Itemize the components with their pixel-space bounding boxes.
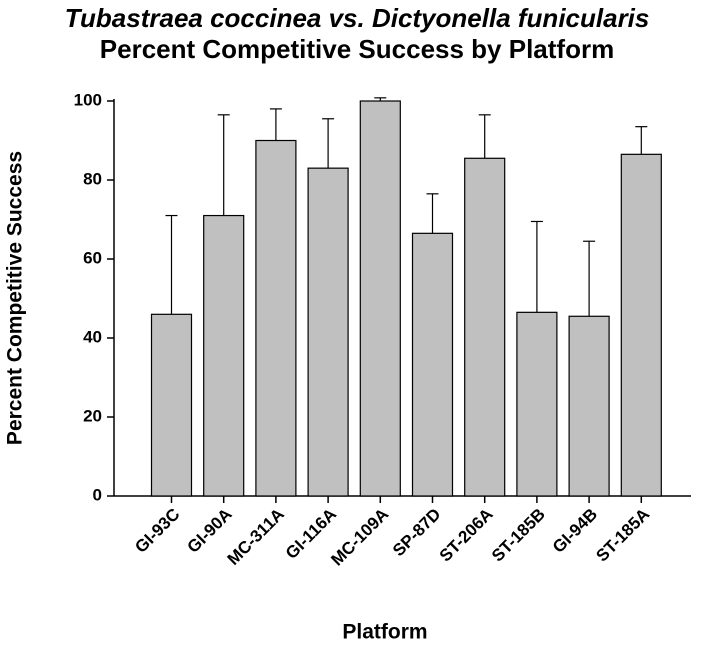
y-tick-label-100: 100 [74,90,102,109]
bar-GI-90A [203,214,245,497]
bar-MC-311A [255,139,297,497]
bar-GI-116A [307,167,349,497]
y-axis-label: Percent Competitive Success [4,151,27,445]
x-tick-label-ST-185A: ST-185A [592,505,653,566]
chart-title-line2: Percent Competitive Success by Platform [100,34,614,64]
bar-ST-206A [464,157,506,497]
y-tick-label-40: 40 [83,327,102,346]
x-axis-label: Platform [342,621,427,644]
bar-SP-87D [411,232,454,497]
y-tick-label-80: 80 [83,169,102,188]
bar-GI-94B [568,315,610,497]
y-tick-label-20: 20 [83,406,102,425]
chart-title-line1: Tubastraea coccinea vs. Dictyonella funi… [65,3,650,33]
x-tick-label-ST-206A: ST-206A [436,505,497,566]
x-tick-label-MC-311A: MC-311A [224,505,288,569]
x-tick-label-GI-94B: GI-94B [549,505,601,557]
x-tick-label-GI-90A: GI-90A [184,505,236,557]
y-tick-label-60: 60 [83,248,102,267]
bar-GI-93C [150,313,193,497]
x-tick-label-MC-109A: MC-109A [327,505,392,570]
y-tick-label-0: 0 [93,485,102,504]
x-tick-label-ST-185B: ST-185B [488,505,549,566]
bar-MC-109A [359,100,401,497]
bar-ST-185A [620,153,662,497]
x-tick-label-GI-93C: GI-93C [131,505,183,557]
bar-ST-185B [516,311,558,497]
